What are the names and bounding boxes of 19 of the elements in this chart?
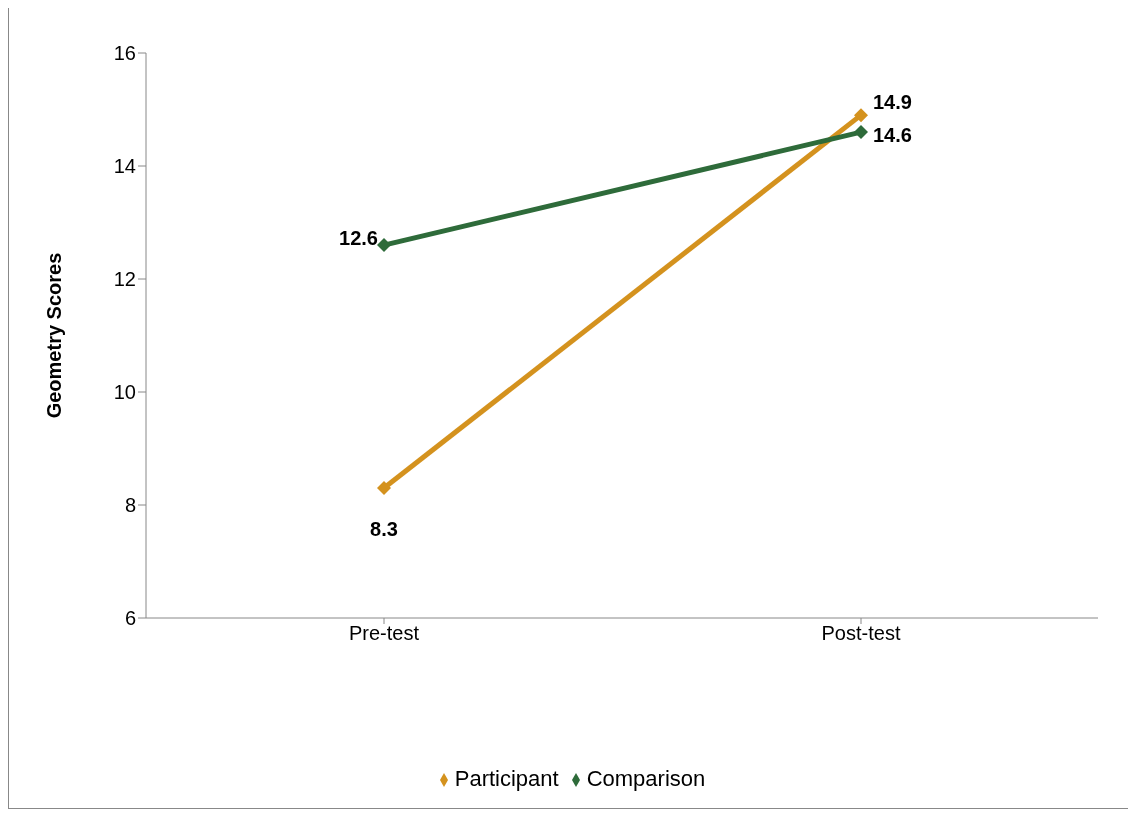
y-tick-label: 16 [113,42,136,65]
data-label: 12.6 [339,227,378,250]
y-tick-label: 10 [113,381,136,404]
point [854,108,868,123]
data-label: 14.6 [873,124,912,147]
data-label: 14.9 [873,91,912,114]
y-tick-label: 8 [124,494,136,517]
x-tick-label: Post-test [821,622,901,645]
y-tick-label: 12 [113,268,136,291]
point [854,125,868,140]
point [377,481,391,496]
legend-label: Comparison [586,766,706,791]
y-tick-label: 14 [113,155,136,178]
data-label: 8.3 [370,518,398,541]
point [377,238,391,253]
y-axis-title: Geometry Scores [43,252,66,419]
legend-label: Participant [454,766,559,791]
y-tick-label: 6 [124,607,136,630]
x-tick-label: Pre-test [348,622,420,645]
